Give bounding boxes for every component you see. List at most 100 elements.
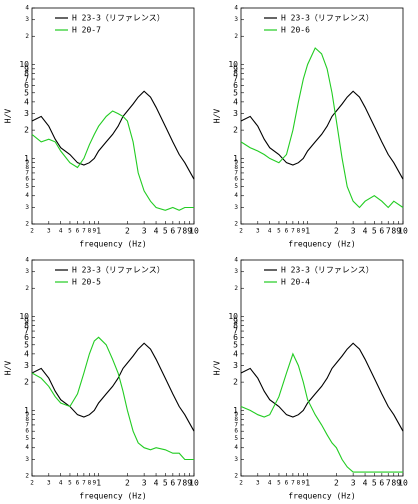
y-tick-label: 10 <box>228 60 238 69</box>
plot-frame <box>31 7 195 225</box>
y-tick-label: 4 <box>234 257 238 264</box>
y-tick-label: 8 <box>233 69 238 78</box>
y-tick-label: 2 <box>234 33 238 40</box>
x-tick-label: 9 <box>92 228 96 235</box>
x-tick-label: 6 <box>76 480 80 487</box>
x-tick-label: 9 <box>187 227 192 236</box>
y-axis-label: H/V <box>213 109 222 124</box>
x-tick-label: 7 <box>386 479 391 488</box>
y-tick-label: 4 <box>24 97 29 106</box>
y-tick-label: 5 <box>25 435 29 442</box>
y-tick-label: 7 <box>24 327 29 336</box>
y-tick-label: 4 <box>25 5 29 12</box>
y-tick-label: 7 <box>233 327 238 336</box>
y-tick-label: 5 <box>234 435 238 442</box>
x-tick-label: 3 <box>142 227 147 236</box>
y-tick-label: 6 <box>233 333 238 342</box>
y-tick-label: 5 <box>24 340 29 349</box>
y-tick-label: 9 <box>234 159 238 166</box>
x-tick-label: 8 <box>88 228 92 235</box>
plot-frame <box>240 7 404 225</box>
legend-label: H 20-7 <box>72 26 101 35</box>
y-tick-label: 6 <box>25 176 29 183</box>
x-tick-label: 4 <box>154 227 159 236</box>
y-tick-label: 9 <box>24 316 29 325</box>
series-line <box>240 47 404 209</box>
y-tick-label: 2 <box>233 378 238 387</box>
x-tick-label: 8 <box>182 479 187 488</box>
y-tick-label: 3 <box>233 361 238 370</box>
y-tick-label: 4 <box>25 192 29 199</box>
y-axis-label: H/V <box>4 361 13 376</box>
y-tick-label: 4 <box>25 257 29 264</box>
x-tick-label: 10 <box>398 479 408 488</box>
x-tick-label: 10 <box>189 227 199 236</box>
y-tick-label: 2 <box>233 126 238 135</box>
x-tick-label: 9 <box>92 480 96 487</box>
series-line <box>240 90 404 180</box>
x-tick-label: 9 <box>187 479 192 488</box>
y-tick-label: 8 <box>234 416 238 423</box>
legend-label: H 20-4 <box>281 278 310 287</box>
x-tick-label: 4 <box>363 227 368 236</box>
y-axis-label: H/V <box>213 361 222 376</box>
y-tick-label: 1 <box>233 154 238 163</box>
y-tick-label: 6 <box>234 176 238 183</box>
x-tick-label: 4 <box>59 228 63 235</box>
x-tick-label: 4 <box>363 479 368 488</box>
series-line <box>31 336 194 461</box>
y-tick-label: 8 <box>233 321 238 330</box>
legend-label: H 23-3（リファレンス） <box>72 266 165 275</box>
y-tick-label: 5 <box>24 88 29 97</box>
y-tick-label: 6 <box>233 81 238 90</box>
x-tick-label: 3 <box>351 227 356 236</box>
y-tick-label: 8 <box>25 416 29 423</box>
y-tick-label: 4 <box>233 349 238 358</box>
y-tick-label: 7 <box>25 169 29 176</box>
x-tick-label: 10 <box>398 227 408 236</box>
series-line <box>31 110 194 211</box>
y-tick-label: 4 <box>234 444 238 451</box>
x-tick-label: 3 <box>256 228 260 235</box>
y-tick-label: 7 <box>234 169 238 176</box>
y-tick-label: 7 <box>234 421 238 428</box>
x-tick-label: 8 <box>391 479 396 488</box>
y-tick-label: 6 <box>24 81 29 90</box>
x-tick-label: 1 <box>96 227 101 236</box>
x-tick-label: 1 <box>96 479 101 488</box>
x-tick-label: 6 <box>285 480 289 487</box>
y-tick-label: 3 <box>25 268 29 275</box>
y-tick-label: 6 <box>24 333 29 342</box>
x-tick-label: 9 <box>396 479 401 488</box>
y-tick-label: 3 <box>234 16 238 23</box>
x-tick-label: 3 <box>351 479 356 488</box>
y-tick-label: 7 <box>24 75 29 84</box>
x-tick-label: 6 <box>76 228 80 235</box>
series-line <box>31 342 195 432</box>
x-tick-label: 4 <box>59 480 63 487</box>
y-tick-label: 9 <box>25 159 29 166</box>
y-tick-label: 2 <box>25 33 29 40</box>
legend-label: H 20-5 <box>72 278 101 287</box>
x-tick-label: 2 <box>334 227 339 236</box>
y-tick-label: 7 <box>25 421 29 428</box>
y-tick-label: 10 <box>228 312 238 321</box>
x-axis-label: frequency (Hz) <box>288 240 355 249</box>
y-tick-label: 1 <box>233 406 238 415</box>
x-tick-label: 3 <box>256 480 260 487</box>
x-tick-label: 9 <box>301 480 305 487</box>
y-tick-label: 3 <box>233 109 238 118</box>
y-tick-label: 5 <box>233 340 238 349</box>
y-tick-label: 2 <box>24 378 29 387</box>
plot-frame <box>31 259 195 477</box>
x-tick-label: 5 <box>68 480 72 487</box>
y-tick-label: 10 <box>19 312 29 321</box>
x-axis-label: frequency (Hz) <box>288 492 355 501</box>
y-tick-label: 5 <box>25 183 29 190</box>
x-tick-label: 7 <box>82 228 86 235</box>
x-tick-label: 1 <box>305 227 310 236</box>
y-tick-label: 9 <box>234 411 238 418</box>
y-tick-label: 3 <box>25 456 29 463</box>
y-tick-label: 1 <box>24 154 29 163</box>
